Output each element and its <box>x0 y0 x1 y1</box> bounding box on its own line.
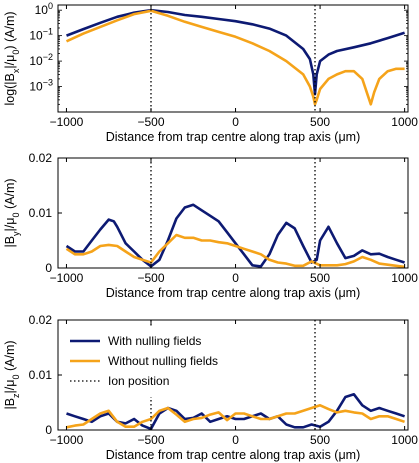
x-tick-label: 500 <box>310 271 330 285</box>
y-tick-label: 0 <box>45 423 52 437</box>
series-line-with-nulling <box>65 203 405 268</box>
x-tick-label: −1000 <box>50 433 84 447</box>
x-tick-label: 1000 <box>391 115 418 129</box>
x-axis-label: Distance from trap centre along trap axi… <box>106 130 361 144</box>
panel-2: −1000 −500 0 500 1000 0 0.01 0.02 Distance from … <box>3 151 418 300</box>
y-tick-label: 10−3 <box>29 78 53 94</box>
legend-entry-label: Without nulling fields <box>108 354 218 368</box>
y-tick-label: 0.01 <box>29 368 53 382</box>
y-tick-label: 0 <box>45 261 52 275</box>
x-tick-label: −500 <box>137 433 164 447</box>
y-axis-label: |By|/μ0 (A/m) <box>3 178 21 247</box>
plot-frame <box>57 157 409 269</box>
legend-entry-label: With nulling fields <box>108 334 201 348</box>
y-axis-label: log(|Bx|/μ0) (A/m) <box>3 11 21 105</box>
x-tick-label: 0 <box>232 115 239 129</box>
panel-3: −1000 −500 0 500 1000 0 0.01 0.02 Distance from … <box>3 313 418 462</box>
plot-frame <box>57 4 409 113</box>
x-axis-label: Distance from trap centre along trap axi… <box>106 286 361 300</box>
x-tick-label: −1000 <box>50 115 84 129</box>
series-line-without-nulling <box>65 233 405 268</box>
panel-1: −1000 −500 0 500 1000 10−3 10−2 10−1 100 Distance… <box>3 1 418 144</box>
series-line-without-nulling <box>65 9 405 106</box>
y-axis-label: |Bz|/μ0 (A/m) <box>3 340 21 409</box>
x-tick-label: 1000 <box>391 271 418 285</box>
x-tick-label: 1000 <box>391 433 418 447</box>
y-tick-label: 100 <box>35 1 53 17</box>
x-tick-label: −500 <box>137 115 164 129</box>
y-tick-label: 0.02 <box>29 151 53 165</box>
y-tick-label: 0.02 <box>29 313 53 327</box>
y-tick-label: 10−1 <box>29 27 53 43</box>
x-tick-label: −1000 <box>50 271 84 285</box>
legend: With nulling fields Without nulling field… <box>64 327 264 397</box>
x-tick-label: 500 <box>310 433 330 447</box>
x-tick-label: −500 <box>137 271 164 285</box>
series-line-with-nulling <box>66 8 405 96</box>
legend-entry-label: Ion position <box>108 374 169 388</box>
x-tick-label: 0 <box>232 433 239 447</box>
x-axis-label: Distance from trap centre along trap axi… <box>106 448 361 462</box>
x-tick-label: 0 <box>232 271 239 285</box>
x-tick-label: 500 <box>310 115 330 129</box>
y-tick-label: 0.01 <box>29 206 53 220</box>
series-line-with-nulling <box>66 393 406 430</box>
series-line-without-nulling <box>66 404 406 429</box>
y-tick-label: 10−2 <box>29 52 53 68</box>
